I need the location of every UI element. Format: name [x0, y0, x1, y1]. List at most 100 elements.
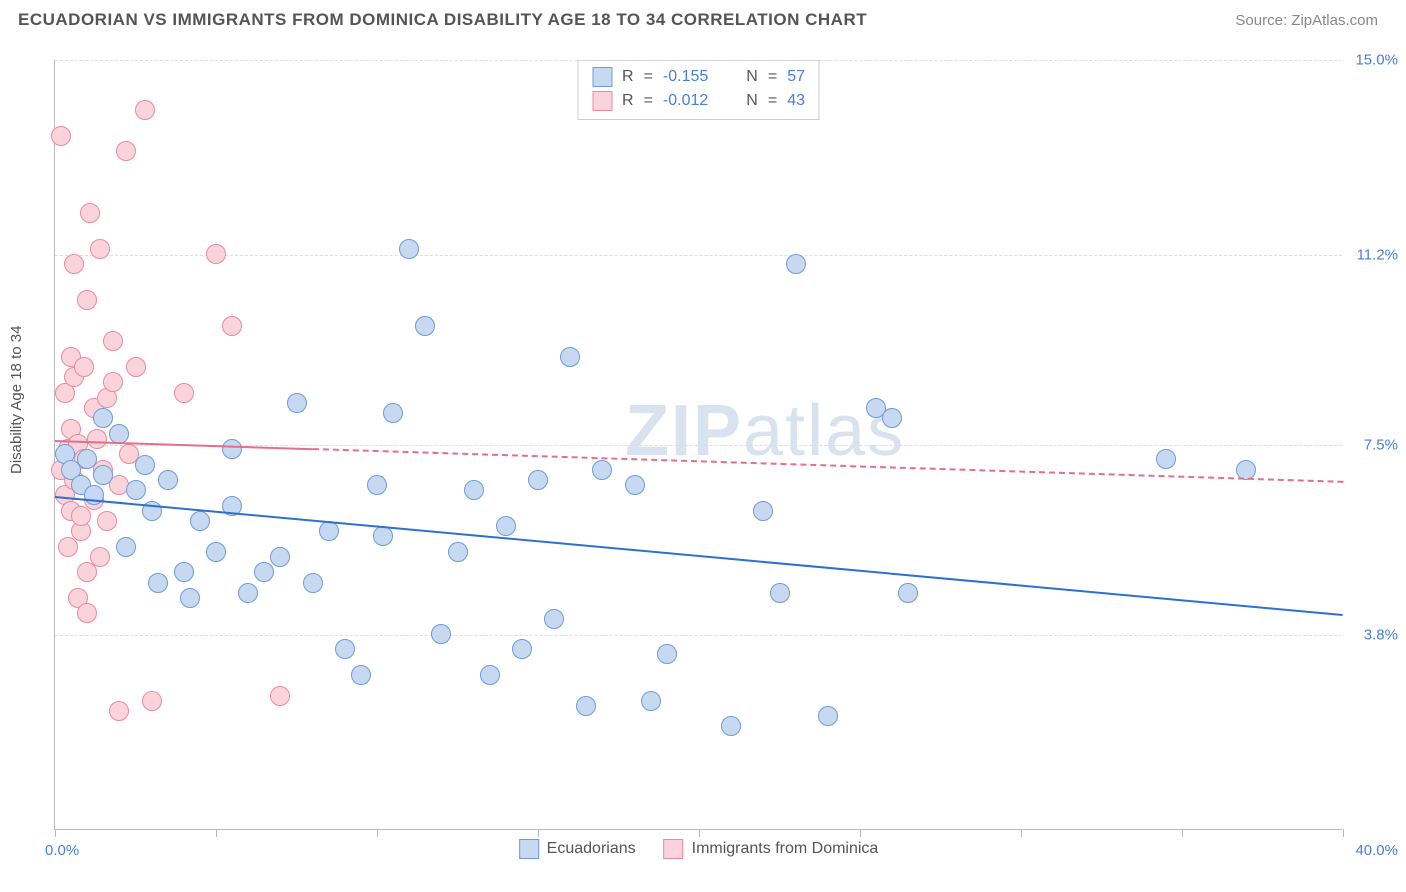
gridline	[55, 635, 1342, 636]
data-point	[335, 639, 355, 659]
y-tick-label: 15.0%	[1355, 52, 1398, 69]
data-point	[351, 665, 371, 685]
data-point	[77, 290, 97, 310]
data-point	[206, 542, 226, 562]
data-point	[222, 316, 242, 336]
data-point	[116, 537, 136, 557]
data-point	[77, 449, 97, 469]
series-legend: Ecuadorians Immigrants from Dominica	[519, 839, 879, 859]
data-point	[625, 475, 645, 495]
x-tick	[55, 829, 56, 837]
x-tick	[538, 829, 539, 837]
data-point	[399, 239, 419, 259]
swatch-ecuadorians-icon	[519, 839, 539, 859]
x-tick	[1021, 829, 1022, 837]
data-point	[97, 511, 117, 531]
data-point	[180, 588, 200, 608]
source-attribution: Source: ZipAtlas.com	[1235, 12, 1378, 29]
swatch-dominica-icon	[664, 839, 684, 859]
x-tick	[216, 829, 217, 837]
data-point	[770, 583, 790, 603]
data-point	[103, 372, 123, 392]
x-tick	[699, 829, 700, 837]
data-point	[464, 480, 484, 500]
data-point	[1156, 449, 1176, 469]
x-axis-min-label: 0.0%	[45, 842, 79, 859]
data-point	[116, 141, 136, 161]
y-tick-label: 3.8%	[1364, 626, 1398, 643]
data-point	[148, 573, 168, 593]
data-point	[303, 573, 323, 593]
data-point	[818, 706, 838, 726]
gridline	[55, 60, 1342, 61]
data-point	[93, 408, 113, 428]
data-point	[576, 696, 596, 716]
data-point	[367, 475, 387, 495]
data-point	[109, 424, 129, 444]
swatch-ecuadorians	[592, 67, 612, 87]
data-point	[721, 716, 741, 736]
data-point	[206, 244, 226, 264]
data-point	[496, 516, 516, 536]
data-point	[560, 347, 580, 367]
data-point	[222, 439, 242, 459]
chart-container: Disability Age 18 to 34 ZIPatlas R= -0.1…	[18, 44, 1388, 854]
chart-title: ECUADORIAN VS IMMIGRANTS FROM DOMINICA D…	[18, 10, 867, 30]
data-point	[174, 562, 194, 582]
data-point	[80, 203, 100, 223]
data-point	[592, 460, 612, 480]
data-point	[90, 547, 110, 567]
data-point	[786, 254, 806, 274]
data-point	[657, 644, 677, 664]
data-point	[528, 470, 548, 490]
data-point	[512, 639, 532, 659]
data-point	[93, 465, 113, 485]
x-axis-max-label: 40.0%	[1355, 842, 1398, 859]
y-tick-label: 11.2%	[1357, 247, 1398, 264]
y-axis-label: Disability Age 18 to 34	[8, 326, 25, 474]
legend-item-dominica: Immigrants from Dominica	[664, 839, 879, 859]
data-point	[142, 691, 162, 711]
data-point	[51, 126, 71, 146]
data-point	[431, 624, 451, 644]
x-tick	[377, 829, 378, 837]
data-point	[415, 316, 435, 336]
data-point	[87, 429, 107, 449]
x-tick	[1343, 829, 1344, 837]
data-point	[753, 501, 773, 521]
stats-row-ecuadorians: R= -0.155 N= 57	[592, 65, 805, 89]
data-point	[898, 583, 918, 603]
trend-line	[313, 448, 1343, 483]
stats-legend: R= -0.155 N= 57 R= -0.012 N= 43	[577, 60, 820, 120]
data-point	[373, 526, 393, 546]
data-point	[90, 239, 110, 259]
data-point	[480, 665, 500, 685]
data-point	[126, 357, 146, 377]
swatch-dominica	[592, 91, 612, 111]
data-point	[383, 403, 403, 423]
data-point	[174, 383, 194, 403]
data-point	[448, 542, 468, 562]
data-point	[77, 603, 97, 623]
x-tick	[1182, 829, 1183, 837]
data-point	[190, 511, 210, 531]
data-point	[84, 485, 104, 505]
data-point	[126, 480, 146, 500]
data-point	[74, 357, 94, 377]
data-point	[103, 331, 123, 351]
data-point	[319, 521, 339, 541]
x-tick	[860, 829, 861, 837]
data-point	[254, 562, 274, 582]
data-point	[135, 455, 155, 475]
legend-item-ecuadorians: Ecuadorians	[519, 839, 636, 859]
data-point	[158, 470, 178, 490]
data-point	[270, 686, 290, 706]
data-point	[287, 393, 307, 413]
plot-area: ZIPatlas R= -0.155 N= 57 R= -0.012 N= 43…	[54, 60, 1342, 830]
data-point	[641, 691, 661, 711]
data-point	[238, 583, 258, 603]
data-point	[270, 547, 290, 567]
data-point	[882, 408, 902, 428]
data-point	[544, 609, 564, 629]
data-point	[109, 701, 129, 721]
